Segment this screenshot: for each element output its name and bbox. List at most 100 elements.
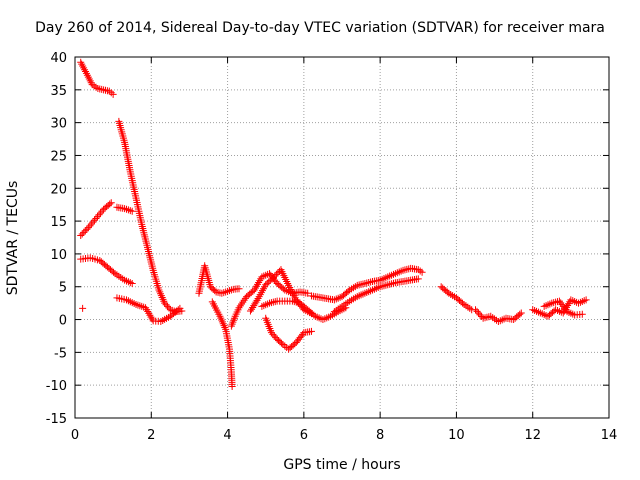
tick-labels: 0 2 4 6 8 10 12 14 -15 -10 -5 0 5 10 15 20 25 30 35 40	[46, 51, 618, 443]
x-tick-label: 0	[71, 428, 79, 443]
data-point	[472, 306, 479, 314]
x-tick-label: 2	[147, 428, 155, 443]
y-tick-label: 15	[50, 215, 67, 230]
data-point	[97, 209, 105, 217]
data-point	[269, 330, 277, 338]
data-series-s15	[330, 275, 422, 316]
data-point	[235, 285, 243, 293]
data-series-s2	[115, 117, 186, 316]
data-series-s3	[77, 199, 115, 240]
data-series-s18	[529, 296, 590, 320]
data-point	[271, 272, 279, 280]
data-point	[270, 332, 278, 340]
x-tick-label: 12	[524, 428, 541, 443]
data-series-s7	[113, 294, 184, 326]
data-point	[84, 224, 92, 232]
y-tick-label: 40	[50, 51, 67, 66]
data-point	[95, 211, 103, 219]
x-tick-label: 14	[601, 428, 618, 443]
data-point	[498, 316, 506, 324]
data-point	[561, 304, 568, 312]
data-point	[307, 327, 315, 335]
data-point	[582, 296, 590, 304]
data-point	[265, 278, 273, 286]
data-point	[250, 302, 258, 310]
data-point	[251, 300, 259, 308]
data-point	[475, 309, 483, 317]
data-point	[315, 314, 323, 322]
data-point	[263, 279, 271, 287]
data-point	[128, 279, 136, 287]
data-point	[109, 90, 117, 98]
data-series-s6	[79, 304, 87, 312]
data-point	[161, 299, 169, 307]
data-point	[476, 311, 484, 319]
data-point	[124, 278, 132, 286]
data-point	[269, 274, 277, 282]
y-tick-label: -15	[46, 412, 67, 427]
x-axis-label: GPS time / hours	[283, 457, 401, 473]
data-point	[516, 310, 524, 318]
data-series-s17	[472, 306, 525, 326]
data-point	[98, 207, 106, 215]
y-tick-label: 20	[50, 182, 67, 197]
data-series-s12	[262, 314, 315, 353]
data-point	[567, 309, 575, 317]
x-tick-label: 4	[223, 428, 231, 443]
data-point	[262, 281, 270, 289]
data-point	[253, 296, 261, 304]
data-point	[578, 310, 586, 318]
y-tick-label: 35	[50, 84, 67, 99]
data-points	[77, 58, 590, 390]
data-point	[334, 294, 342, 302]
data-series-s4	[113, 203, 136, 215]
data-series-s8	[195, 262, 243, 297]
data-point	[107, 199, 115, 207]
data-point	[272, 270, 280, 278]
data-point	[106, 200, 114, 208]
data-point	[228, 382, 236, 390]
data-point	[277, 339, 285, 347]
data-point	[559, 302, 567, 310]
data-series-s5	[77, 254, 136, 287]
data-point	[90, 216, 98, 224]
data-point	[268, 275, 276, 283]
data-point	[80, 228, 88, 236]
y-axis-label: SDTVAR / TECUs	[5, 180, 21, 296]
data-point	[211, 287, 219, 295]
data-point	[557, 299, 565, 307]
data-point	[517, 309, 525, 317]
data-point	[176, 304, 184, 312]
data-point	[128, 207, 136, 215]
data-point	[81, 227, 89, 235]
y-tick-label: 30	[50, 117, 67, 132]
y-tick-label: 5	[59, 281, 67, 296]
data-point	[571, 297, 579, 305]
data-point	[555, 297, 563, 305]
data-point	[252, 298, 260, 306]
data-series-s1	[77, 58, 117, 98]
data-point	[162, 301, 170, 309]
data-point	[248, 305, 256, 313]
data-series-s14	[307, 264, 426, 304]
data-point	[83, 225, 91, 233]
data-point	[578, 297, 586, 305]
data-series-s16	[437, 283, 476, 314]
y-tick-label: 10	[50, 248, 67, 263]
data-point	[94, 213, 102, 221]
y-tick-label: -5	[54, 346, 67, 361]
y-tick-label: -10	[46, 379, 67, 394]
data-point	[304, 289, 312, 297]
data-point	[473, 307, 481, 315]
data-point	[249, 303, 257, 311]
data-point	[105, 87, 113, 95]
data-point	[124, 206, 132, 214]
x-tick-label: 6	[300, 428, 308, 443]
data-point	[79, 304, 87, 312]
y-tick-label: 0	[59, 314, 67, 329]
data-point	[272, 334, 280, 342]
data-series-s19	[540, 297, 586, 319]
y-tick-label: 25	[50, 149, 67, 164]
data-point	[78, 230, 86, 238]
